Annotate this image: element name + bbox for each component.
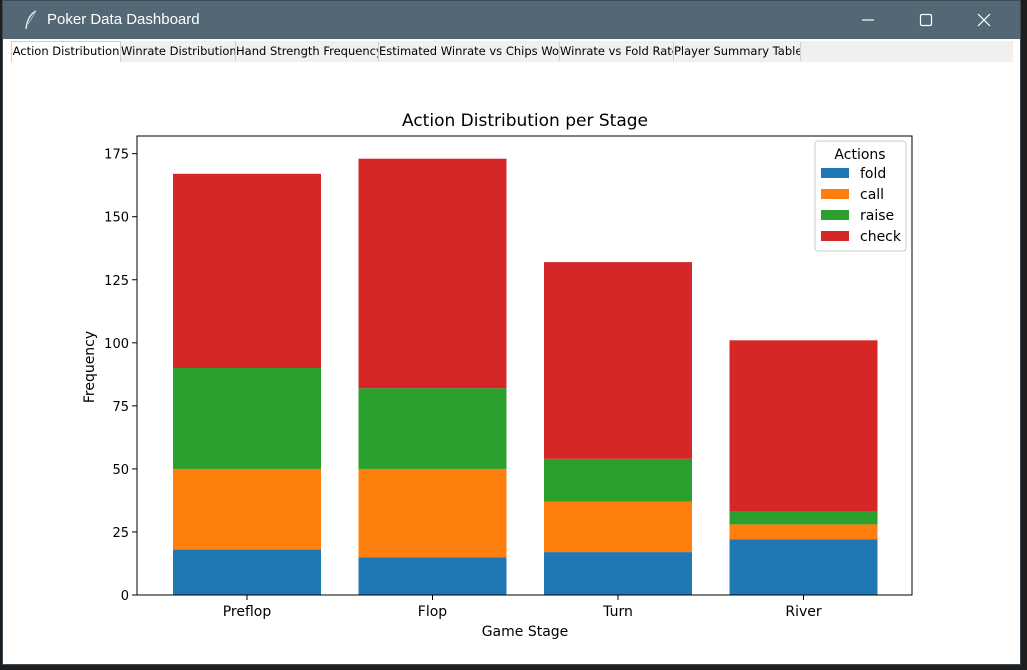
legend-swatch-check xyxy=(821,231,849,241)
y-tick-label: 75 xyxy=(112,400,129,415)
bar-fold-turn xyxy=(544,552,692,595)
y-tick-label: 0 xyxy=(121,589,129,604)
bar-check-preflop xyxy=(173,173,321,368)
y-tick-label: 125 xyxy=(104,274,129,289)
bar-call-turn xyxy=(544,501,692,553)
y-axis: 0 25 50 75 100 125 150 175 xyxy=(104,148,137,604)
plot-area: Action Distribution per Stage Game Stage… xyxy=(3,62,1020,662)
feather-icon xyxy=(25,10,37,30)
y-tick-label: 175 xyxy=(104,148,129,163)
bar-raise-river xyxy=(729,511,878,525)
x-tick-label: Turn xyxy=(602,604,633,620)
tab-player-summary-table[interactable]: Player Summary Table xyxy=(674,42,801,61)
close-icon xyxy=(977,13,991,27)
tab-estimated-winrate-vs-chips-won[interactable]: Estimated Winrate vs Chips Won xyxy=(379,42,560,61)
bar-fold-river xyxy=(729,539,878,595)
x-tick-label: River xyxy=(785,604,822,620)
tab-action-distribution[interactable]: Action Distribution xyxy=(11,41,121,63)
x-axis-label: Game Stage xyxy=(482,624,569,640)
bar-raise-turn xyxy=(544,458,692,502)
x-tick-label: Preflop xyxy=(223,604,272,620)
maximize-button[interactable] xyxy=(897,1,955,39)
y-tick-label: 150 xyxy=(104,211,129,226)
y-tick-label: 100 xyxy=(104,337,129,352)
bar-check-river xyxy=(729,340,878,512)
legend-label-call: call xyxy=(860,187,884,203)
bar-group xyxy=(173,158,878,595)
legend-title: Actions xyxy=(834,147,885,163)
legend-label-fold: fold xyxy=(860,166,886,182)
bar-raise-flop xyxy=(358,388,507,469)
bar-check-flop xyxy=(358,158,507,389)
title-bar[interactable]: Poker Data Dashboard xyxy=(3,1,1020,39)
y-tick-label: 25 xyxy=(112,526,129,541)
plot-frame xyxy=(136,135,913,596)
minimize-button[interactable] xyxy=(839,1,897,39)
close-button[interactable] xyxy=(955,1,1013,39)
legend: Actions fold call raise check xyxy=(814,140,907,252)
tab-strip: Action Distribution Winrate Distribution… xyxy=(11,41,1013,63)
tab-winrate-distribution[interactable]: Winrate Distribution xyxy=(121,42,236,61)
bar-call-preflop xyxy=(173,468,321,550)
legend-swatch-call xyxy=(821,189,849,199)
bar-call-flop xyxy=(358,468,507,558)
x-tick-label: Flop xyxy=(418,604,448,620)
bar-fold-preflop xyxy=(173,549,321,595)
x-axis: Preflop Flop Turn River xyxy=(223,595,822,620)
bar-check-turn xyxy=(544,262,692,459)
y-tick-label: 50 xyxy=(112,463,129,478)
bar-fold-flop xyxy=(358,557,507,595)
legend-label-check: check xyxy=(860,229,902,245)
bar-raise-preflop xyxy=(173,368,321,469)
legend-swatch-raise xyxy=(821,210,849,220)
bar-call-river xyxy=(729,524,878,540)
chart-title: Action Distribution per Stage xyxy=(402,111,648,131)
legend-label-raise: raise xyxy=(860,208,894,224)
legend-swatch-fold xyxy=(821,168,849,178)
maximize-icon xyxy=(919,13,933,27)
window-title: Poker Data Dashboard xyxy=(47,11,200,28)
minimize-icon xyxy=(862,19,874,21)
stacked-bar-chart: Action Distribution per Stage Game Stage… xyxy=(82,111,913,640)
tab-winrate-vs-fold-rate[interactable]: Winrate vs Fold Rate xyxy=(560,42,674,61)
y-axis-label: Frequency xyxy=(82,331,98,403)
tab-hand-strength-frequency[interactable]: Hand Strength Frequency xyxy=(236,42,379,61)
